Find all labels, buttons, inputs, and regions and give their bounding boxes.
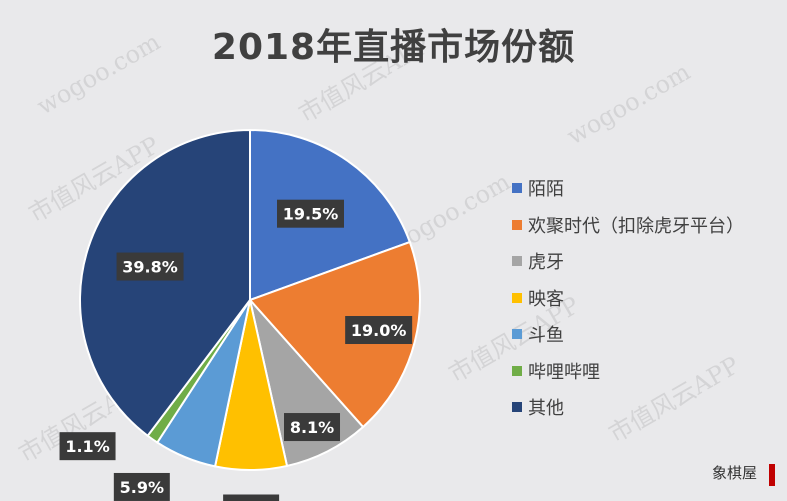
pie-slices — [79, 128, 421, 471]
data-label-box — [277, 199, 345, 228]
legend-label: 其他 — [528, 398, 564, 420]
legend-item-4: 斗鱼 — [512, 316, 782, 353]
pie-data-labels: 19.5% 19.0% 8.1% 6.8% 5.9% 1.1% 39.8% — [59, 199, 413, 501]
data-label-text: 19.0% — [351, 321, 407, 340]
data-label-2: 8.1% — [284, 413, 341, 442]
legend-swatch — [512, 365, 522, 376]
chart-legend: 陌陌欢聚时代（扣除虎牙平台） 虎牙映客斗鱼哔哩哔哩其他 — [512, 170, 782, 426]
data-label-text: 5.9% — [120, 478, 164, 497]
legend-label: 欢聚时代（扣除虎牙平台） — [528, 215, 744, 237]
data-label-box — [59, 432, 116, 461]
pie-slice-1 — [248, 240, 421, 429]
data-label-6: 39.8% — [116, 252, 184, 281]
legend-item-0: 陌陌 — [512, 170, 782, 207]
data-label-box — [116, 252, 184, 281]
corner-logo-mark — [769, 464, 775, 486]
legend-label: 斗鱼 — [528, 325, 564, 347]
data-label-4: 5.9% — [113, 472, 170, 501]
data-label-text: 8.1% — [290, 418, 334, 437]
data-label-0: 19.5% — [277, 199, 345, 228]
data-label-box — [223, 494, 280, 501]
corner-logo: 象棋屋 — [711, 462, 775, 486]
legend-item-5: 哔哩哔哩 — [512, 353, 782, 390]
legend-swatch — [512, 219, 522, 230]
legend-item-2: 虎牙 — [512, 243, 782, 280]
legend-swatch — [512, 183, 522, 194]
corner-logo-text: 象棋屋 — [711, 464, 757, 482]
legend-item-1: 欢聚时代（扣除虎牙平台） — [512, 207, 782, 244]
data-label-box — [345, 316, 413, 345]
data-label-text: 19.5% — [283, 205, 339, 224]
legend-label: 哔哩哔哩 — [528, 361, 600, 383]
data-label-box — [113, 472, 170, 501]
data-label-3: 6.8% — [223, 494, 280, 501]
legend-label: 虎牙 — [528, 252, 564, 274]
data-label-box — [284, 413, 341, 442]
chart-title: 2018年直播市场份额 — [211, 27, 576, 68]
legend-swatch — [512, 329, 522, 340]
legend-swatch — [512, 256, 522, 267]
legend-label: 映客 — [528, 288, 564, 310]
data-label-text: 1.1% — [65, 437, 109, 456]
legend-item-3: 映客 — [512, 280, 782, 317]
data-label-text: 6.8% — [229, 499, 273, 501]
data-label-1: 19.0% — [345, 316, 413, 345]
data-label-text: 39.8% — [122, 258, 178, 277]
legend-label: 陌陌 — [528, 179, 564, 201]
legend-swatch — [512, 292, 522, 303]
data-label-5: 1.1% — [59, 432, 116, 461]
legend-item-6: 其他 — [512, 389, 782, 426]
legend-swatch — [512, 402, 522, 413]
pie-slice-6 — [79, 128, 251, 438]
